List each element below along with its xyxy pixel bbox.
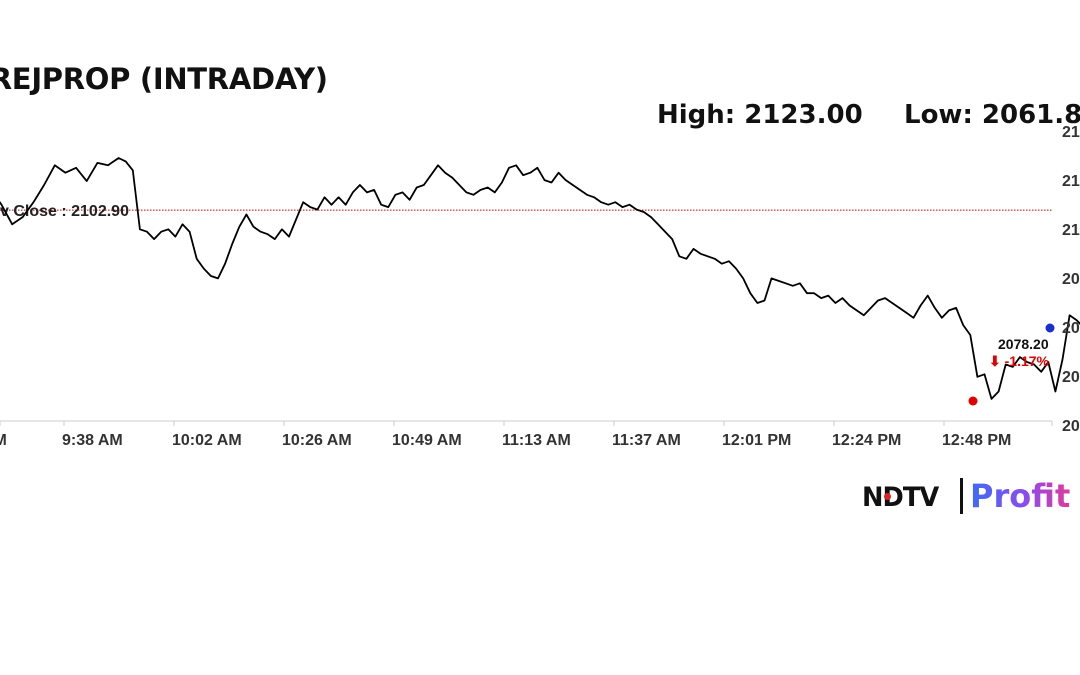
price-line (0, 157, 1080, 400)
y-tick-label: 20 (1062, 271, 1080, 288)
y-tick-label: 21 (1062, 124, 1080, 141)
x-tick-label: 12:48 PM (942, 432, 1011, 449)
y-tick-label: 21 (1062, 173, 1080, 190)
chart-title: DREJPROP (INTRADAY) (0, 62, 328, 96)
x-tick-label: 10:02 AM (172, 432, 242, 449)
y-tick-label: 20 (1062, 418, 1080, 435)
price-chart: v Close : 2102.90 AM 9:38 AM 10:02 AM 10:26… (0, 124, 1080, 449)
logo-ndtv-text: NDTV (862, 482, 939, 513)
high-value: High: 2123.00 (657, 100, 863, 130)
logo-red-dot (884, 493, 891, 500)
y-tick-label: 20 (1062, 320, 1080, 337)
last-price-label: 2078.20 (998, 336, 1049, 352)
logo-divider (960, 478, 963, 514)
y-tick-label: 21 (1062, 222, 1080, 239)
x-tick-label: 10:26 AM (282, 432, 352, 449)
y-tick-label: 20 (1062, 369, 1080, 386)
low-value: Low: 2061.80 (904, 100, 1080, 130)
day-low-marker (968, 396, 978, 406)
x-tick-label: 11:37 AM (612, 432, 681, 449)
last-price-marker (1045, 323, 1055, 333)
x-tick-label: 12:01 PM (722, 432, 791, 449)
x-tick-label: 11:13 AM (502, 432, 571, 449)
x-tick-label: 12:24 PM (832, 432, 901, 449)
logo-profit-text: Profit (970, 477, 1071, 515)
x-tick-label: 9:38 AM (62, 432, 123, 449)
prev-close-label: v Close : 2102.90 (0, 203, 129, 220)
x-tick-label: 10:49 AM (392, 432, 462, 449)
x-tick-label: AM (0, 432, 7, 449)
change-percent-label: ⬇ -1.17% (989, 353, 1050, 369)
